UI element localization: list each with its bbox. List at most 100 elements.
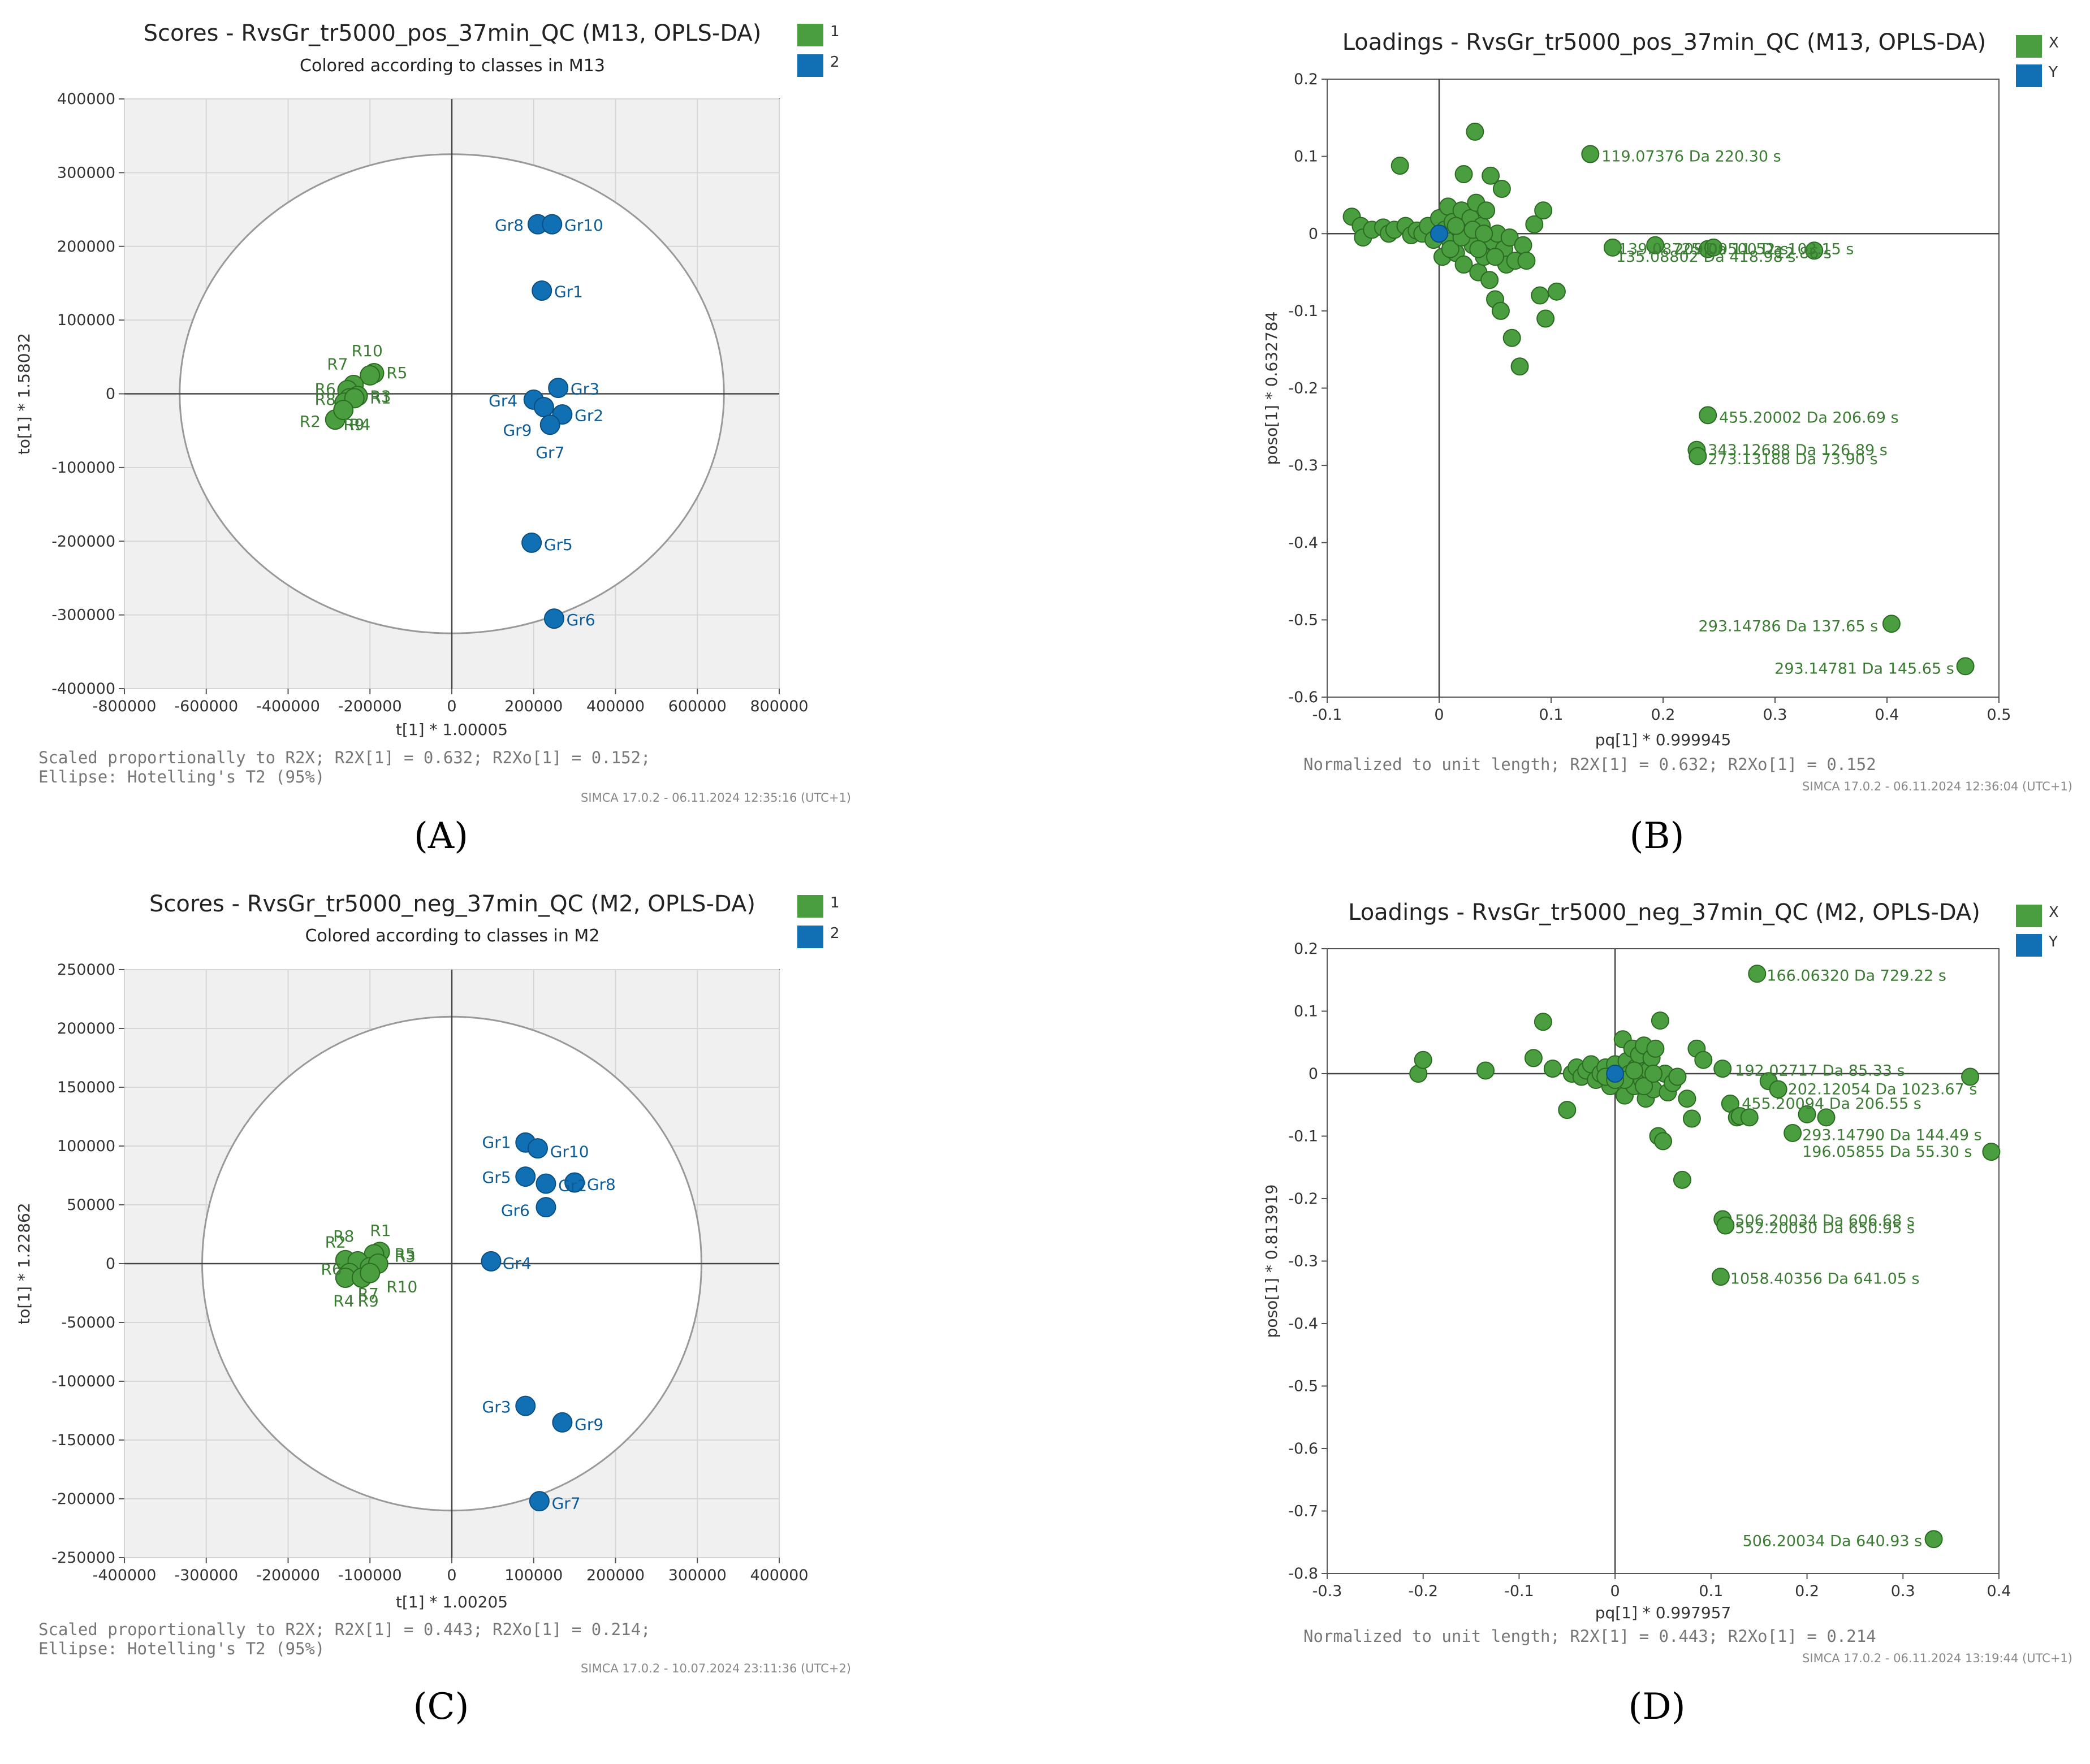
point-label: Gr6 (501, 1201, 530, 1220)
legend-label: 1 (830, 23, 840, 40)
x-tick-label: 0.1 (1699, 1583, 1723, 1600)
simca-stamp: SIMCA 17.0.2 - 06.11.2024 12:35:16 (UTC+… (581, 791, 851, 805)
point-label: 293.14781 Da 145.65 s (1774, 660, 1954, 677)
x-tick-label: 300000 (668, 1567, 727, 1584)
footer: Normalized to unit length; R2X[1] = 0.63… (1303, 755, 2072, 793)
legend-label: Y (2048, 64, 2058, 81)
point-class-2 (515, 1395, 536, 1416)
plot-area (1327, 79, 2000, 698)
y-tick-label: 200000 (57, 238, 115, 256)
plot-area (1327, 948, 2000, 1574)
point-label: R8 (315, 390, 336, 409)
data-points (335, 1132, 585, 1512)
panel-label: (A) (414, 815, 468, 857)
point-label: 506.20034 Da 640.93 s (1743, 1533, 1923, 1550)
y-axis-label: to[1] * 1.58032 (15, 333, 33, 455)
point-label: 209.09500 Da 103.15 s (1674, 241, 1854, 258)
point-label: R4 (333, 1292, 354, 1311)
point-label: R2 (300, 412, 321, 431)
y-axis: -250000 -200000 -150000 -100000 -50000 0 50000… (51, 961, 124, 1567)
x-tick-label: 600000 (668, 698, 727, 715)
x-tick-label: 0.2 (1795, 1583, 1819, 1600)
point-label: 506.20034 Da 606.68 s (1735, 1212, 1915, 1230)
point-class-1 (1486, 248, 1504, 266)
x-tick-label: 0 (447, 698, 456, 715)
x-tick-label: -0.2 (1408, 1583, 1438, 1600)
legend-label: Y (2048, 933, 2058, 950)
point-class-1 (1646, 236, 1665, 254)
x-tick-label: 400000 (586, 698, 645, 715)
x-tick-label: -300000 (174, 1567, 238, 1584)
point-label: R1 (370, 1221, 391, 1240)
x-tick-label: -400000 (93, 1567, 157, 1584)
data-points (325, 214, 573, 629)
point-label: Gr1 (482, 1133, 511, 1152)
point-class-1 (1536, 309, 1555, 328)
chart-subtitle: Colored according to classes in M2 (305, 926, 600, 946)
point-class-1 (1689, 447, 1707, 465)
point-label: R2 (325, 1233, 346, 1252)
point-class-2 (536, 1197, 556, 1218)
point-class-1 (1558, 1101, 1577, 1119)
point-class-1 (1476, 1061, 1495, 1080)
point-class-1 (1480, 271, 1499, 289)
point-class-1 (1817, 1108, 1836, 1127)
point-class-1 (1748, 965, 1767, 983)
point-class-1 (1699, 406, 1717, 425)
point-class-1 (1961, 1067, 1980, 1086)
y-tick-label: 0.1 (1294, 1003, 1318, 1021)
point-class-1 (1603, 238, 1622, 257)
point-label: R5 (386, 364, 407, 382)
point-class-1 (333, 400, 354, 421)
x-axis-label: t[1] * 1.00005 (396, 720, 508, 739)
point-label: 166.06320 Da 729.22 s (1767, 967, 1946, 985)
x-tick-label: -600000 (174, 698, 238, 715)
y-tick-label: -300000 (51, 607, 115, 624)
panel-d: -0.3 -0.2 -0.1 0 0.1 0.2 0.3 0.4-0.8-0.7-0.6-0.… (1262, 900, 2072, 1728)
y-tick-label: 400000 (57, 90, 115, 108)
point-class-1 (1711, 1268, 1730, 1286)
y-tick-label: -0.6 (1288, 1440, 1318, 1458)
y-tick-label: 0.2 (1294, 71, 1318, 88)
y-tick-label: -0.6 (1288, 689, 1318, 706)
point-class-1 (1547, 282, 1566, 301)
x-tick-label: 0 (1434, 706, 1444, 724)
point-class-1 (1531, 286, 1549, 305)
point-label: Gr1 (554, 283, 583, 301)
point-label: Gr6 (567, 611, 595, 629)
y-tick-label: -200000 (51, 533, 115, 550)
point-class-1 (1482, 166, 1500, 185)
point-class-1 (360, 1263, 381, 1283)
point-class-2 (548, 378, 569, 399)
y-tick-label: -400000 (51, 680, 115, 698)
point-class-1 (1466, 122, 1484, 141)
y-tick-label: 300000 (57, 164, 115, 181)
legend-label: 2 (830, 925, 840, 942)
x-tick-label: -800000 (93, 698, 157, 715)
point-label: 1058.40356 Da 641.05 s (1730, 1270, 1920, 1287)
legend-label: X (2049, 34, 2059, 51)
y-tick-label: 0 (1309, 225, 1318, 243)
point-label: 293.14786 Da 137.65 s (1699, 617, 1879, 635)
chart-title: Loadings - RvsGr_tr5000_pos_37min_QC (M1… (1342, 29, 1987, 55)
x-axis: -0.1 0 0.1 0.2 0.3 0.4 0.5 (1312, 697, 2011, 724)
x-tick-label: 0 (1610, 1583, 1620, 1600)
x-tick-label: -0.1 (1504, 1583, 1534, 1600)
point-label: 455.20094 Da 206.55 s (1742, 1095, 1921, 1113)
point-class-2 (1606, 1065, 1625, 1083)
x-tick-label: 0 (447, 1567, 456, 1584)
y-axis-label: poso[1] * 0.632784 (1262, 312, 1281, 465)
point-labels: 119.07376 Da 220.30 s 135.08802 Da 418.98… (1601, 148, 1954, 678)
point-class-1 (1635, 1077, 1653, 1096)
point-label: R7 (358, 1285, 379, 1303)
point-class-1 (1682, 1109, 1701, 1128)
y-tick-label: 0 (106, 1255, 115, 1273)
point-label: 119.07376 Da 220.30 s (1601, 148, 1781, 166)
legend-label: 1 (830, 894, 840, 911)
point-label: Gr9 (575, 1415, 603, 1434)
point-class-1 (1581, 145, 1600, 163)
y-tick-label: 150000 (57, 1079, 115, 1096)
panel-label: (C) (413, 1686, 469, 1728)
